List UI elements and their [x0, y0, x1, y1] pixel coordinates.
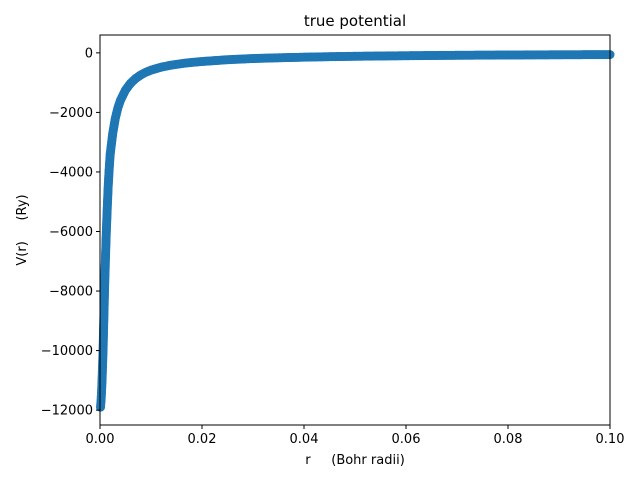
y-tick-label: −10000 — [41, 344, 93, 359]
x-tick-label: 0.04 — [290, 432, 319, 447]
series-0 — [96, 50, 615, 412]
data-points — [96, 50, 615, 412]
x-tick-label: 0.08 — [494, 432, 523, 447]
y-tick-label: 0 — [85, 46, 93, 61]
x-tick-label: 0.06 — [392, 432, 421, 447]
y-axis-label: V(r) (Ry) — [15, 194, 30, 265]
x-tick-label: 0.10 — [596, 432, 625, 447]
y-tick-label: −12000 — [41, 404, 93, 419]
y-tick-label: −6000 — [49, 225, 93, 240]
y-axis-ticks: 0 −2000 −4000 −6000 −8000 −10000 −12000 — [41, 46, 100, 419]
x-axis-label: r (Bohr radii) — [305, 453, 405, 468]
y-tick-label: −2000 — [49, 106, 93, 121]
y-tick-label: −4000 — [49, 165, 93, 180]
axes-frame — [99, 34, 611, 426]
x-tick-label: 0.00 — [86, 432, 115, 447]
y-tick-label: −8000 — [49, 285, 93, 300]
x-axis-ticks: 0.00 0.02 0.04 0.06 0.08 0.10 — [86, 425, 625, 447]
chart-title: true potential — [304, 12, 406, 30]
x-tick-label: 0.02 — [188, 432, 217, 447]
